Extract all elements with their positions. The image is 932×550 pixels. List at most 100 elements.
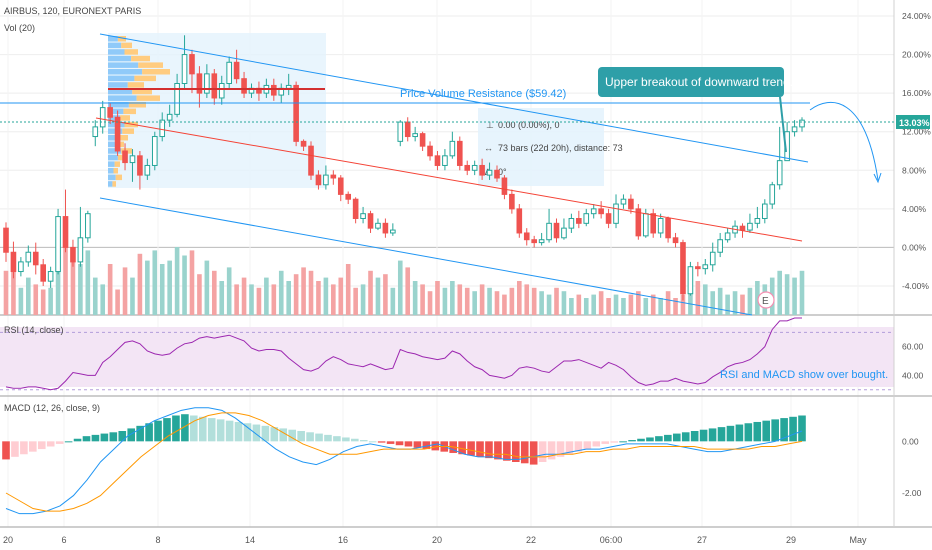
volume-bar — [78, 264, 83, 315]
volume-bar — [234, 284, 239, 315]
signal-line — [5, 412, 803, 512]
macd-histogram-bar — [664, 434, 672, 442]
macd-histogram-bar — [37, 441, 46, 450]
measure-price-icon: ⊥ — [486, 120, 494, 130]
macd-histogram-bar — [431, 441, 440, 451]
volume-bar — [345, 264, 351, 315]
macd-histogram-bar — [556, 441, 565, 457]
macd-histogram-bar — [73, 438, 82, 442]
candle-body — [92, 126, 99, 138]
volume-bar — [479, 284, 485, 315]
time-tick-label: 14 — [245, 535, 255, 545]
volume-bar — [606, 298, 611, 315]
volume-bar — [18, 287, 24, 315]
volume-bar — [732, 291, 738, 315]
candle-body — [776, 160, 783, 186]
projection-arc[interactable] — [809, 101, 879, 181]
macd-legend: MACD (12, 26, close, 9) — [4, 403, 100, 413]
red-trendline[interactable] — [95, 117, 803, 242]
macd-histogram-bar — [780, 418, 788, 442]
macd-histogram-bar — [154, 420, 162, 442]
macd-histogram-bar — [288, 429, 297, 442]
volume-bar — [673, 298, 678, 315]
volume-bar — [226, 267, 232, 315]
volume-bar — [360, 284, 366, 315]
volume-bar — [420, 284, 425, 315]
volume-bar — [301, 267, 306, 315]
volume-bar — [204, 260, 210, 315]
vp-bar-up — [108, 55, 132, 62]
candle-body — [590, 208, 597, 215]
volume-bar — [494, 291, 500, 315]
volume-bar — [211, 270, 217, 315]
vp-bar-up — [108, 69, 143, 75]
rsi-legend: RSI (14, close) — [4, 325, 64, 335]
macd-histogram-bar — [601, 441, 610, 444]
vp-bar-up — [108, 181, 113, 187]
volume-bar — [561, 291, 567, 315]
candle-body — [308, 145, 314, 176]
time-tick-label: 8 — [155, 535, 160, 545]
price-tick-label: 24.00% — [902, 11, 931, 21]
volume-bar — [197, 274, 202, 315]
vp-bar-up — [108, 36, 118, 42]
candle-body — [397, 121, 404, 142]
volume-legend: Vol (20) — [4, 23, 35, 33]
vp-bar-down — [131, 55, 150, 62]
measure-line-3: 0° — [498, 167, 507, 177]
vp-bar-up — [108, 49, 125, 55]
candle-body — [680, 242, 686, 295]
candle-body — [761, 203, 768, 220]
channel-upper-line[interactable] — [99, 33, 809, 163]
candle-body — [18, 261, 24, 273]
rsi-indicator — [0, 317, 894, 391]
volume-bar — [55, 255, 61, 315]
candle-body — [241, 78, 247, 94]
macd-histogram-bar — [145, 423, 153, 442]
volume-bar — [397, 260, 403, 315]
macd-histogram-bar — [637, 438, 645, 442]
callout-box[interactable] — [598, 67, 784, 97]
candle-body — [233, 61, 240, 80]
candle-body — [427, 145, 433, 157]
candle-body — [174, 83, 180, 115]
vp-bar-up — [108, 161, 115, 167]
candle-body — [271, 84, 277, 96]
macd-histogram-bar — [198, 416, 207, 442]
channel-lower-line[interactable] — [99, 197, 753, 316]
macd-histogram-bar — [306, 432, 314, 442]
candle-body — [464, 164, 471, 171]
volume-bar — [717, 287, 723, 315]
volume-bar — [308, 270, 314, 315]
macd-histogram-bar — [261, 425, 270, 442]
macd-histogram-bar — [279, 428, 288, 442]
candle-body — [352, 198, 359, 219]
volume-bar — [784, 274, 790, 315]
vp-bar-up — [108, 82, 128, 88]
macd-histogram-bar — [485, 441, 493, 459]
macd-histogram-bar — [574, 441, 583, 452]
vp-bar-down — [124, 49, 138, 55]
candle-body — [434, 155, 441, 166]
vp-bar-up — [108, 102, 129, 108]
candle-body — [523, 232, 530, 241]
vp-bar-down — [117, 36, 126, 42]
macd-indicator — [2, 407, 806, 515]
candle-body — [107, 107, 113, 118]
volume-bar — [145, 260, 150, 315]
resistance-label: Price Volume Resistance ($59.42) — [400, 88, 566, 100]
earnings-marker-icon[interactable] — [757, 291, 775, 309]
vp-bar-up — [108, 95, 137, 101]
macd-histogram-bar — [297, 431, 305, 442]
candle-body — [77, 237, 84, 263]
volume-bar — [427, 291, 433, 315]
candle-body — [330, 174, 337, 179]
vp-bar-down — [115, 174, 122, 181]
candle-body — [62, 216, 69, 248]
rsi-tick-label: 60.00 — [902, 342, 924, 352]
macd-histogram-bar — [46, 441, 55, 447]
candlesticks — [3, 35, 805, 301]
time-tick-label: 20 — [3, 535, 13, 545]
volume-bar — [375, 277, 381, 315]
